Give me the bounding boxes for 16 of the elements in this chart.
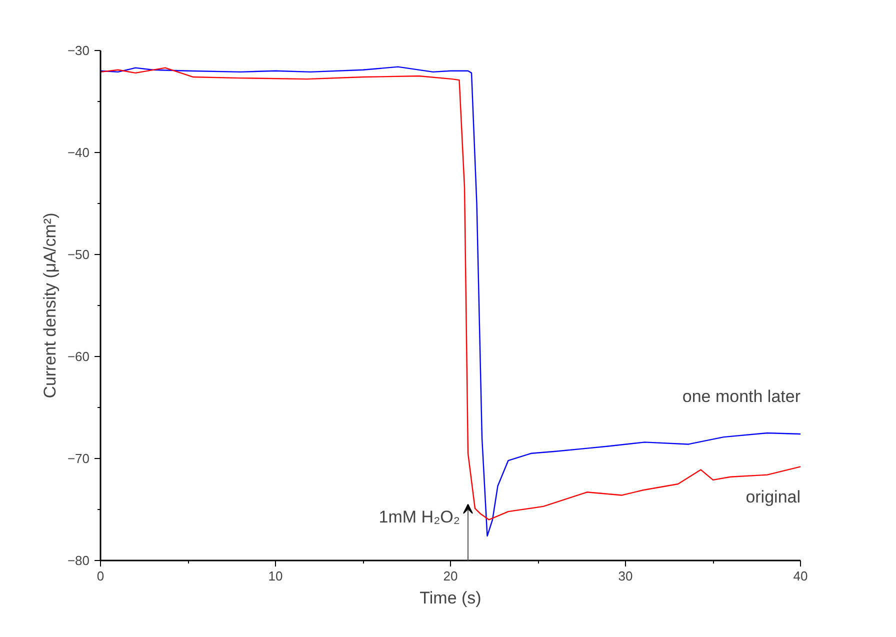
y-tick-label: −70 xyxy=(67,451,90,466)
x-tick-label: 20 xyxy=(443,568,458,584)
x-tick-label: 40 xyxy=(793,568,808,584)
x-tick-label: 10 xyxy=(268,568,283,584)
x-tick-label: 30 xyxy=(618,568,633,584)
series-label: original xyxy=(746,488,800,507)
y-tick-label: −60 xyxy=(67,349,90,364)
y-axis-title: Current density (μA/cm²) xyxy=(40,212,60,398)
y-tick-label: −50 xyxy=(67,247,90,262)
x-axis-title: Time (s) xyxy=(420,588,482,608)
y-tick-label: −80 xyxy=(67,553,90,568)
y-tick-label: −30 xyxy=(67,43,90,58)
x-tick-label: 0 xyxy=(96,568,104,584)
annotation: 1mM H₂O₂ xyxy=(378,507,460,526)
series-label: one month later xyxy=(682,387,801,406)
y-tick-label: −40 xyxy=(67,145,90,160)
